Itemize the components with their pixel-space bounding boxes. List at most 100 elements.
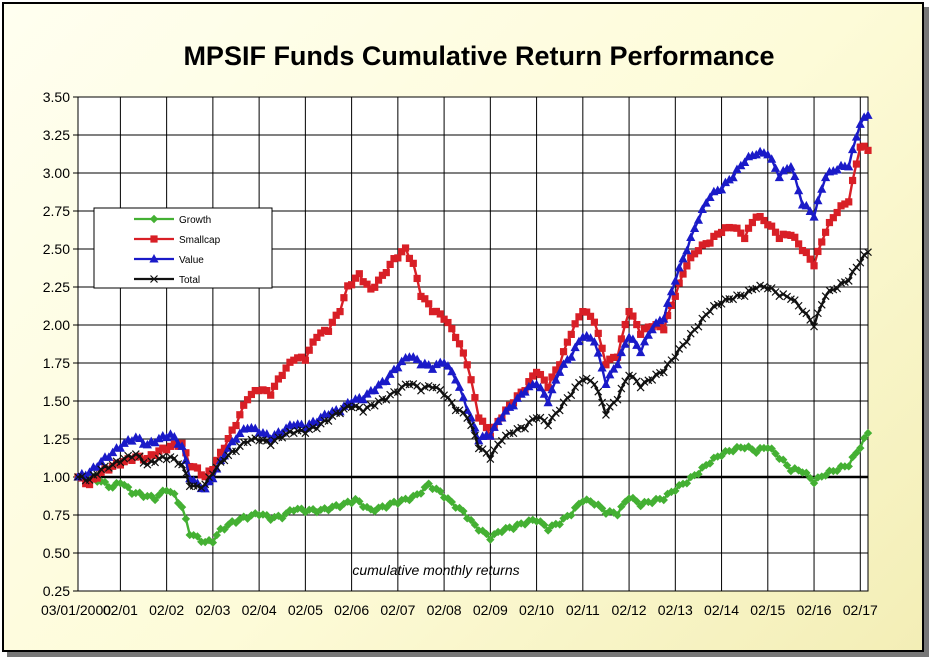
data-point-growth: [659, 495, 668, 505]
data-point-smallcap: [771, 228, 780, 236]
y-tick-label: 1.75: [43, 355, 70, 371]
data-point-smallcap: [613, 353, 622, 361]
data-point-smallcap: [725, 223, 733, 232]
data-point-smallcap: [367, 285, 375, 293]
data-point-smallcap: [351, 274, 360, 282]
data-point-value: [805, 206, 815, 216]
data-point-growth: [189, 531, 198, 540]
data-point-total: [594, 387, 603, 396]
data-point-smallcap: [147, 451, 155, 459]
data-point-value: [674, 262, 684, 272]
data-point-total: [706, 307, 714, 316]
data-point-smallcap: [97, 468, 105, 476]
data-point-growth: [740, 444, 749, 453]
data-point-growth: [771, 449, 780, 458]
data-point-value: [508, 400, 519, 410]
data-point-smallcap: [586, 312, 595, 320]
data-point-value: [543, 397, 553, 407]
data-point-smallcap: [305, 346, 313, 354]
data-point-total: [567, 391, 576, 400]
data-point-smallcap: [155, 447, 163, 455]
data-point-growth: [694, 469, 703, 479]
data-point-value: [720, 177, 731, 187]
data-point-smallcap: [583, 308, 591, 316]
data-point-smallcap: [193, 464, 202, 472]
data-point-growth: [216, 524, 225, 534]
data-point-smallcap: [116, 461, 124, 469]
data-point-smallcap: [448, 325, 456, 333]
data-point-smallcap: [112, 459, 121, 467]
data-point-total: [555, 406, 564, 415]
data-point-smallcap: [444, 318, 452, 327]
data-point-smallcap: [744, 224, 753, 232]
data-point-smallcap: [706, 239, 714, 247]
data-point-growth: [551, 519, 561, 529]
data-point-smallcap: [479, 417, 487, 425]
data-point-total: [551, 409, 560, 417]
data-point-smallcap: [363, 280, 371, 288]
data-point-total: [467, 421, 475, 430]
data-point-growth: [231, 518, 241, 528]
data-point-value: [774, 172, 784, 182]
data-point-value: [851, 132, 862, 141]
data-point-smallcap: [602, 361, 610, 369]
data-point-total: [852, 263, 861, 272]
y-axis-ticks: 0.25 0.50 0.75 1.00 1.25 1.50 1.75 2.00 2.25 2.50…: [43, 89, 78, 599]
data-point-growth: [717, 451, 726, 461]
data-point-value: [817, 184, 827, 193]
data-point-growth: [466, 515, 476, 525]
legend-marker-total: [150, 275, 158, 283]
data-point-value: [813, 195, 823, 205]
data-point-total: [305, 425, 314, 434]
series-total: [74, 248, 872, 492]
data-point-growth: [135, 488, 144, 497]
data-point-smallcap: [259, 386, 267, 394]
data-point-smallcap: [452, 333, 460, 342]
data-point-growth: [355, 497, 364, 506]
data-point-smallcap: [340, 294, 348, 302]
data-point-smallcap: [201, 473, 209, 481]
data-point-value: [96, 456, 106, 466]
data-point-smallcap: [459, 349, 467, 357]
data-point-smallcap: [278, 371, 286, 380]
data-point-smallcap: [344, 282, 352, 290]
data-point-total: [813, 309, 822, 318]
data-point-growth: [782, 461, 792, 470]
data-point-growth: [486, 535, 495, 544]
data-point-total: [682, 337, 691, 346]
data-point-growth: [543, 526, 553, 535]
data-point-smallcap: [440, 315, 448, 323]
data-point-value: [393, 362, 403, 372]
x-tick-label: 02/01: [103, 602, 138, 618]
data-point-value: [520, 387, 530, 396]
data-point-smallcap: [590, 318, 598, 326]
data-point-smallcap: [525, 378, 533, 386]
data-point-smallcap: [336, 308, 344, 316]
data-point-smallcap: [860, 142, 868, 150]
data-point-smallcap: [552, 366, 560, 374]
data-point-smallcap: [841, 200, 849, 208]
data-point-total: [590, 380, 599, 389]
data-point-smallcap: [274, 375, 282, 383]
data-point-value: [535, 382, 546, 392]
data-point-smallcap: [783, 231, 791, 239]
data-point-smallcap: [864, 146, 872, 154]
data-point-value: [643, 330, 653, 339]
data-point-total: [339, 405, 348, 413]
data-point-growth: [674, 481, 684, 490]
data-point-total: [455, 406, 464, 415]
data-point-smallcap: [421, 295, 429, 303]
y-tick-label: 1.50: [43, 393, 70, 409]
data-point-smallcap: [779, 230, 787, 238]
legend-label-total: Total: [179, 275, 200, 286]
data-point-total: [802, 309, 811, 318]
data-point-smallcap: [795, 240, 803, 248]
x-tick-label: 02/03: [195, 602, 230, 618]
data-point-smallcap: [159, 444, 167, 452]
data-point-smallcap: [332, 311, 340, 319]
data-point-value: [689, 223, 700, 232]
data-point-growth: [736, 443, 746, 452]
data-point-total: [170, 454, 179, 463]
data-point-smallcap: [182, 449, 190, 457]
data-point-total: [471, 431, 479, 440]
